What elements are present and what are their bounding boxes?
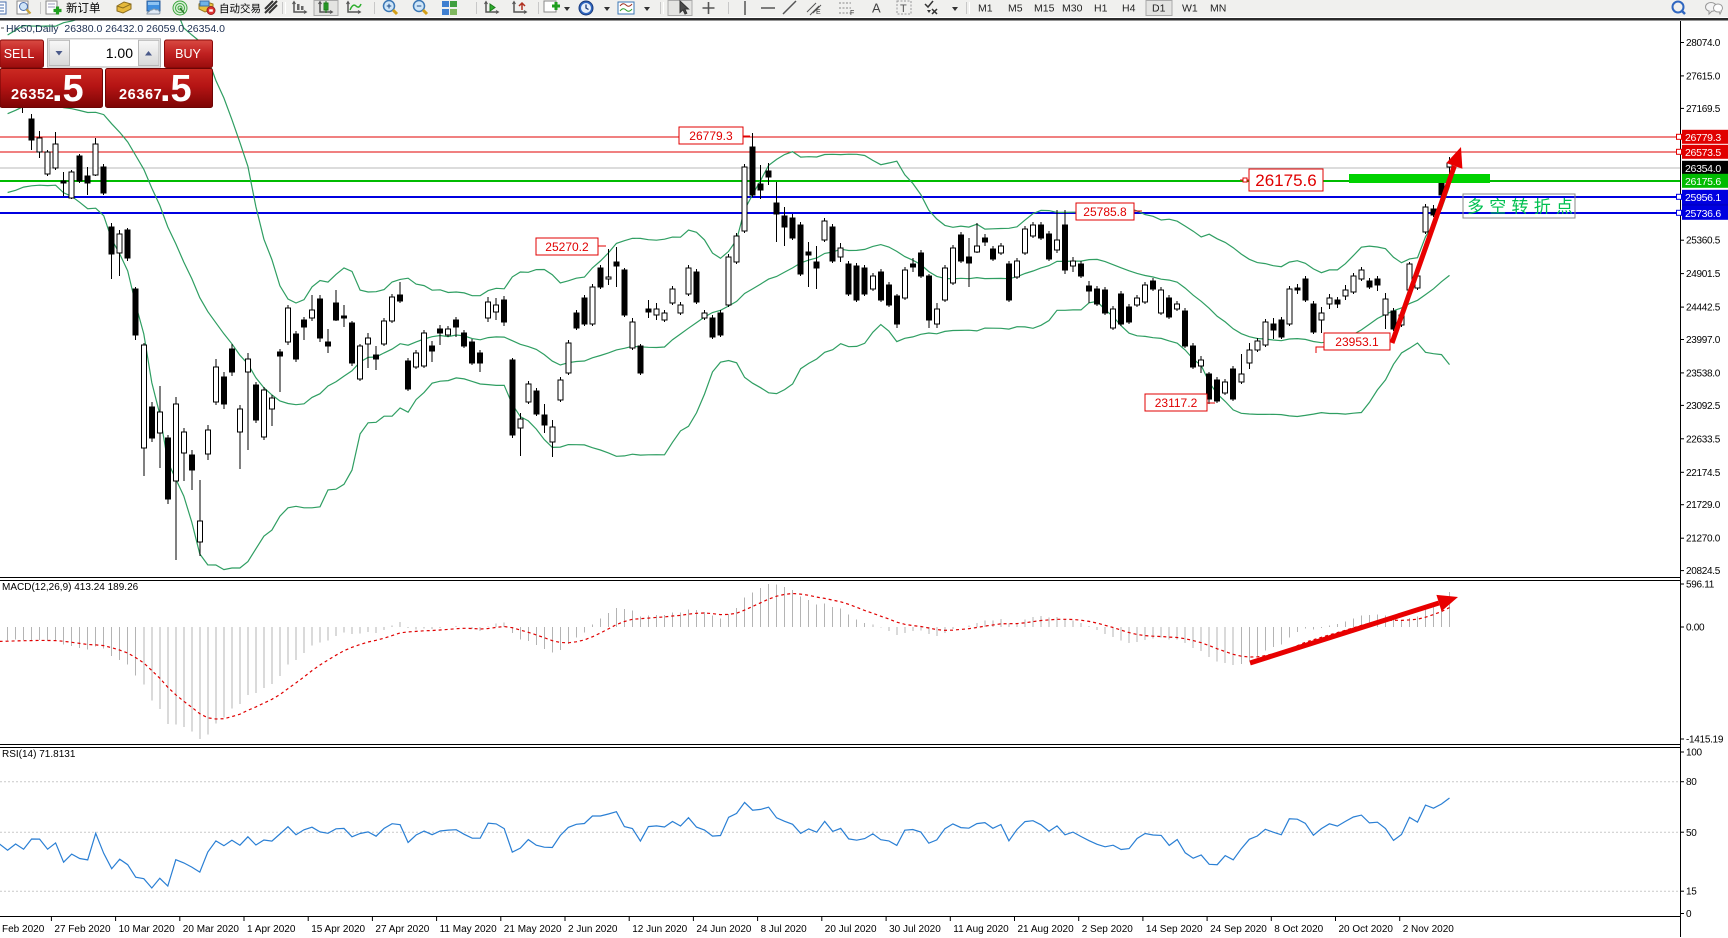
svg-text:14 Sep 2020: 14 Sep 2020 xyxy=(1146,924,1203,935)
svg-text:26175.6: 26175.6 xyxy=(1685,176,1721,188)
svg-text:1.00: 1.00 xyxy=(106,45,133,61)
svg-text:0: 0 xyxy=(1686,909,1692,920)
svg-text:80: 80 xyxy=(1686,777,1697,788)
svg-text:新订单: 新订单 xyxy=(66,1,101,15)
svg-text:20 Oct 2020: 20 Oct 2020 xyxy=(1339,924,1394,935)
svg-text:2 Sep 2020: 2 Sep 2020 xyxy=(1082,924,1134,935)
svg-text:100: 100 xyxy=(1686,748,1703,759)
svg-text:0.00: 0.00 xyxy=(1686,623,1705,634)
svg-text:26779.3: 26779.3 xyxy=(689,129,733,143)
svg-text:23117.2: 23117.2 xyxy=(1155,396,1198,410)
svg-text:M1: M1 xyxy=(978,3,993,15)
svg-text:1 Apr 2020: 1 Apr 2020 xyxy=(247,924,296,935)
svg-text:MN: MN xyxy=(1210,3,1226,15)
svg-text:24442.5: 24442.5 xyxy=(1686,303,1721,314)
svg-text:25785.8: 25785.8 xyxy=(1083,205,1127,219)
svg-text:2 Jun 2020: 2 Jun 2020 xyxy=(568,924,618,935)
svg-text:A: A xyxy=(872,1,881,16)
svg-text:−: − xyxy=(416,1,421,11)
svg-text:23997.0: 23997.0 xyxy=(1686,335,1721,346)
svg-text:27 Feb 2020: 27 Feb 2020 xyxy=(54,924,111,935)
svg-text:15: 15 xyxy=(1686,887,1697,898)
svg-text:M15: M15 xyxy=(1034,3,1055,15)
svg-text:11 Aug 2020: 11 Aug 2020 xyxy=(953,924,1009,935)
svg-text:10 Mar 2020: 10 Mar 2020 xyxy=(119,924,176,935)
svg-text:596.11: 596.11 xyxy=(1686,580,1715,591)
svg-text:22633.5: 22633.5 xyxy=(1686,434,1721,445)
svg-text:D1: D1 xyxy=(1152,3,1166,15)
svg-text:H1: H1 xyxy=(1094,3,1108,15)
svg-text:RSI(14) 71.8131: RSI(14) 71.8131 xyxy=(2,749,76,760)
svg-text:多空转折点: 多空转折点 xyxy=(1467,198,1573,217)
svg-text:23953.1: 23953.1 xyxy=(1335,335,1379,349)
svg-text:T: T xyxy=(900,3,907,15)
svg-text:24 Jun 2020: 24 Jun 2020 xyxy=(696,924,751,935)
svg-text:.5: .5 xyxy=(52,68,84,110)
svg-text:50: 50 xyxy=(1686,828,1697,839)
svg-text:HK50,Daily 26380.0 26432.0 26: HK50,Daily 26380.0 26432.0 26059.0 26354… xyxy=(6,23,225,35)
svg-text:27615.0: 27615.0 xyxy=(1686,71,1721,82)
svg-text:30 Jul 2020: 30 Jul 2020 xyxy=(889,924,941,935)
svg-text:MACD(12,26,9) 413.24 189.26: MACD(12,26,9) 413.24 189.26 xyxy=(2,582,139,593)
svg-text:2 Nov 2020: 2 Nov 2020 xyxy=(1403,924,1455,935)
svg-text:8 Jul 2020: 8 Jul 2020 xyxy=(761,924,808,935)
svg-text:+: + xyxy=(386,1,391,11)
svg-text:21729.0: 21729.0 xyxy=(1686,500,1721,511)
svg-text:M5: M5 xyxy=(1008,3,1023,15)
svg-text:21 Aug 2020: 21 Aug 2020 xyxy=(1018,924,1075,935)
svg-text:12 Jun 2020: 12 Jun 2020 xyxy=(632,924,687,935)
svg-text:SELL: SELL xyxy=(4,47,35,61)
svg-text:M30: M30 xyxy=(1062,3,1083,15)
svg-text:26352: 26352 xyxy=(11,87,54,103)
svg-text:26367: 26367 xyxy=(119,87,162,103)
svg-text:26573.5: 26573.5 xyxy=(1685,147,1721,159)
svg-text:26175.6: 26175.6 xyxy=(1255,171,1316,190)
svg-text:Feb 2020: Feb 2020 xyxy=(2,924,45,935)
svg-text:21270.0: 21270.0 xyxy=(1686,534,1721,545)
svg-text:-1415.19: -1415.19 xyxy=(1686,735,1724,746)
svg-text:.5: .5 xyxy=(160,68,192,110)
svg-text:23538.0: 23538.0 xyxy=(1686,368,1721,379)
svg-text:24 Sep 2020: 24 Sep 2020 xyxy=(1210,924,1267,935)
svg-text:21 May 2020: 21 May 2020 xyxy=(504,924,562,935)
svg-text:25360.5: 25360.5 xyxy=(1686,236,1721,247)
svg-text:27169.5: 27169.5 xyxy=(1686,104,1721,115)
svg-text:F: F xyxy=(850,10,854,17)
svg-text:20 Mar 2020: 20 Mar 2020 xyxy=(183,924,240,935)
svg-text:自动交易: 自动交易 xyxy=(219,2,261,15)
svg-text:BUY: BUY xyxy=(175,47,201,61)
svg-text:E: E xyxy=(816,9,821,16)
svg-text:25270.2: 25270.2 xyxy=(545,240,589,254)
svg-text:11 May 2020: 11 May 2020 xyxy=(440,924,498,935)
svg-text:24901.5: 24901.5 xyxy=(1686,269,1721,280)
svg-text:W1: W1 xyxy=(1182,3,1198,15)
svg-text:20824.5: 20824.5 xyxy=(1686,566,1721,577)
svg-text:8 Oct 2020: 8 Oct 2020 xyxy=(1274,924,1323,935)
svg-text:20 Jul 2020: 20 Jul 2020 xyxy=(825,924,877,935)
svg-text:26779.3: 26779.3 xyxy=(1685,132,1721,144)
svg-text:27 Apr 2020: 27 Apr 2020 xyxy=(375,924,429,935)
svg-text:25956.1: 25956.1 xyxy=(1685,192,1721,204)
svg-text:26354.0: 26354.0 xyxy=(1685,163,1721,175)
svg-text:22174.5: 22174.5 xyxy=(1686,468,1721,479)
svg-text:15 Apr 2020: 15 Apr 2020 xyxy=(311,924,365,935)
svg-text:23092.5: 23092.5 xyxy=(1686,401,1721,412)
svg-text:H4: H4 xyxy=(1122,3,1136,15)
svg-text:28074.0: 28074.0 xyxy=(1686,38,1721,49)
svg-text:25736.6: 25736.6 xyxy=(1685,208,1721,220)
